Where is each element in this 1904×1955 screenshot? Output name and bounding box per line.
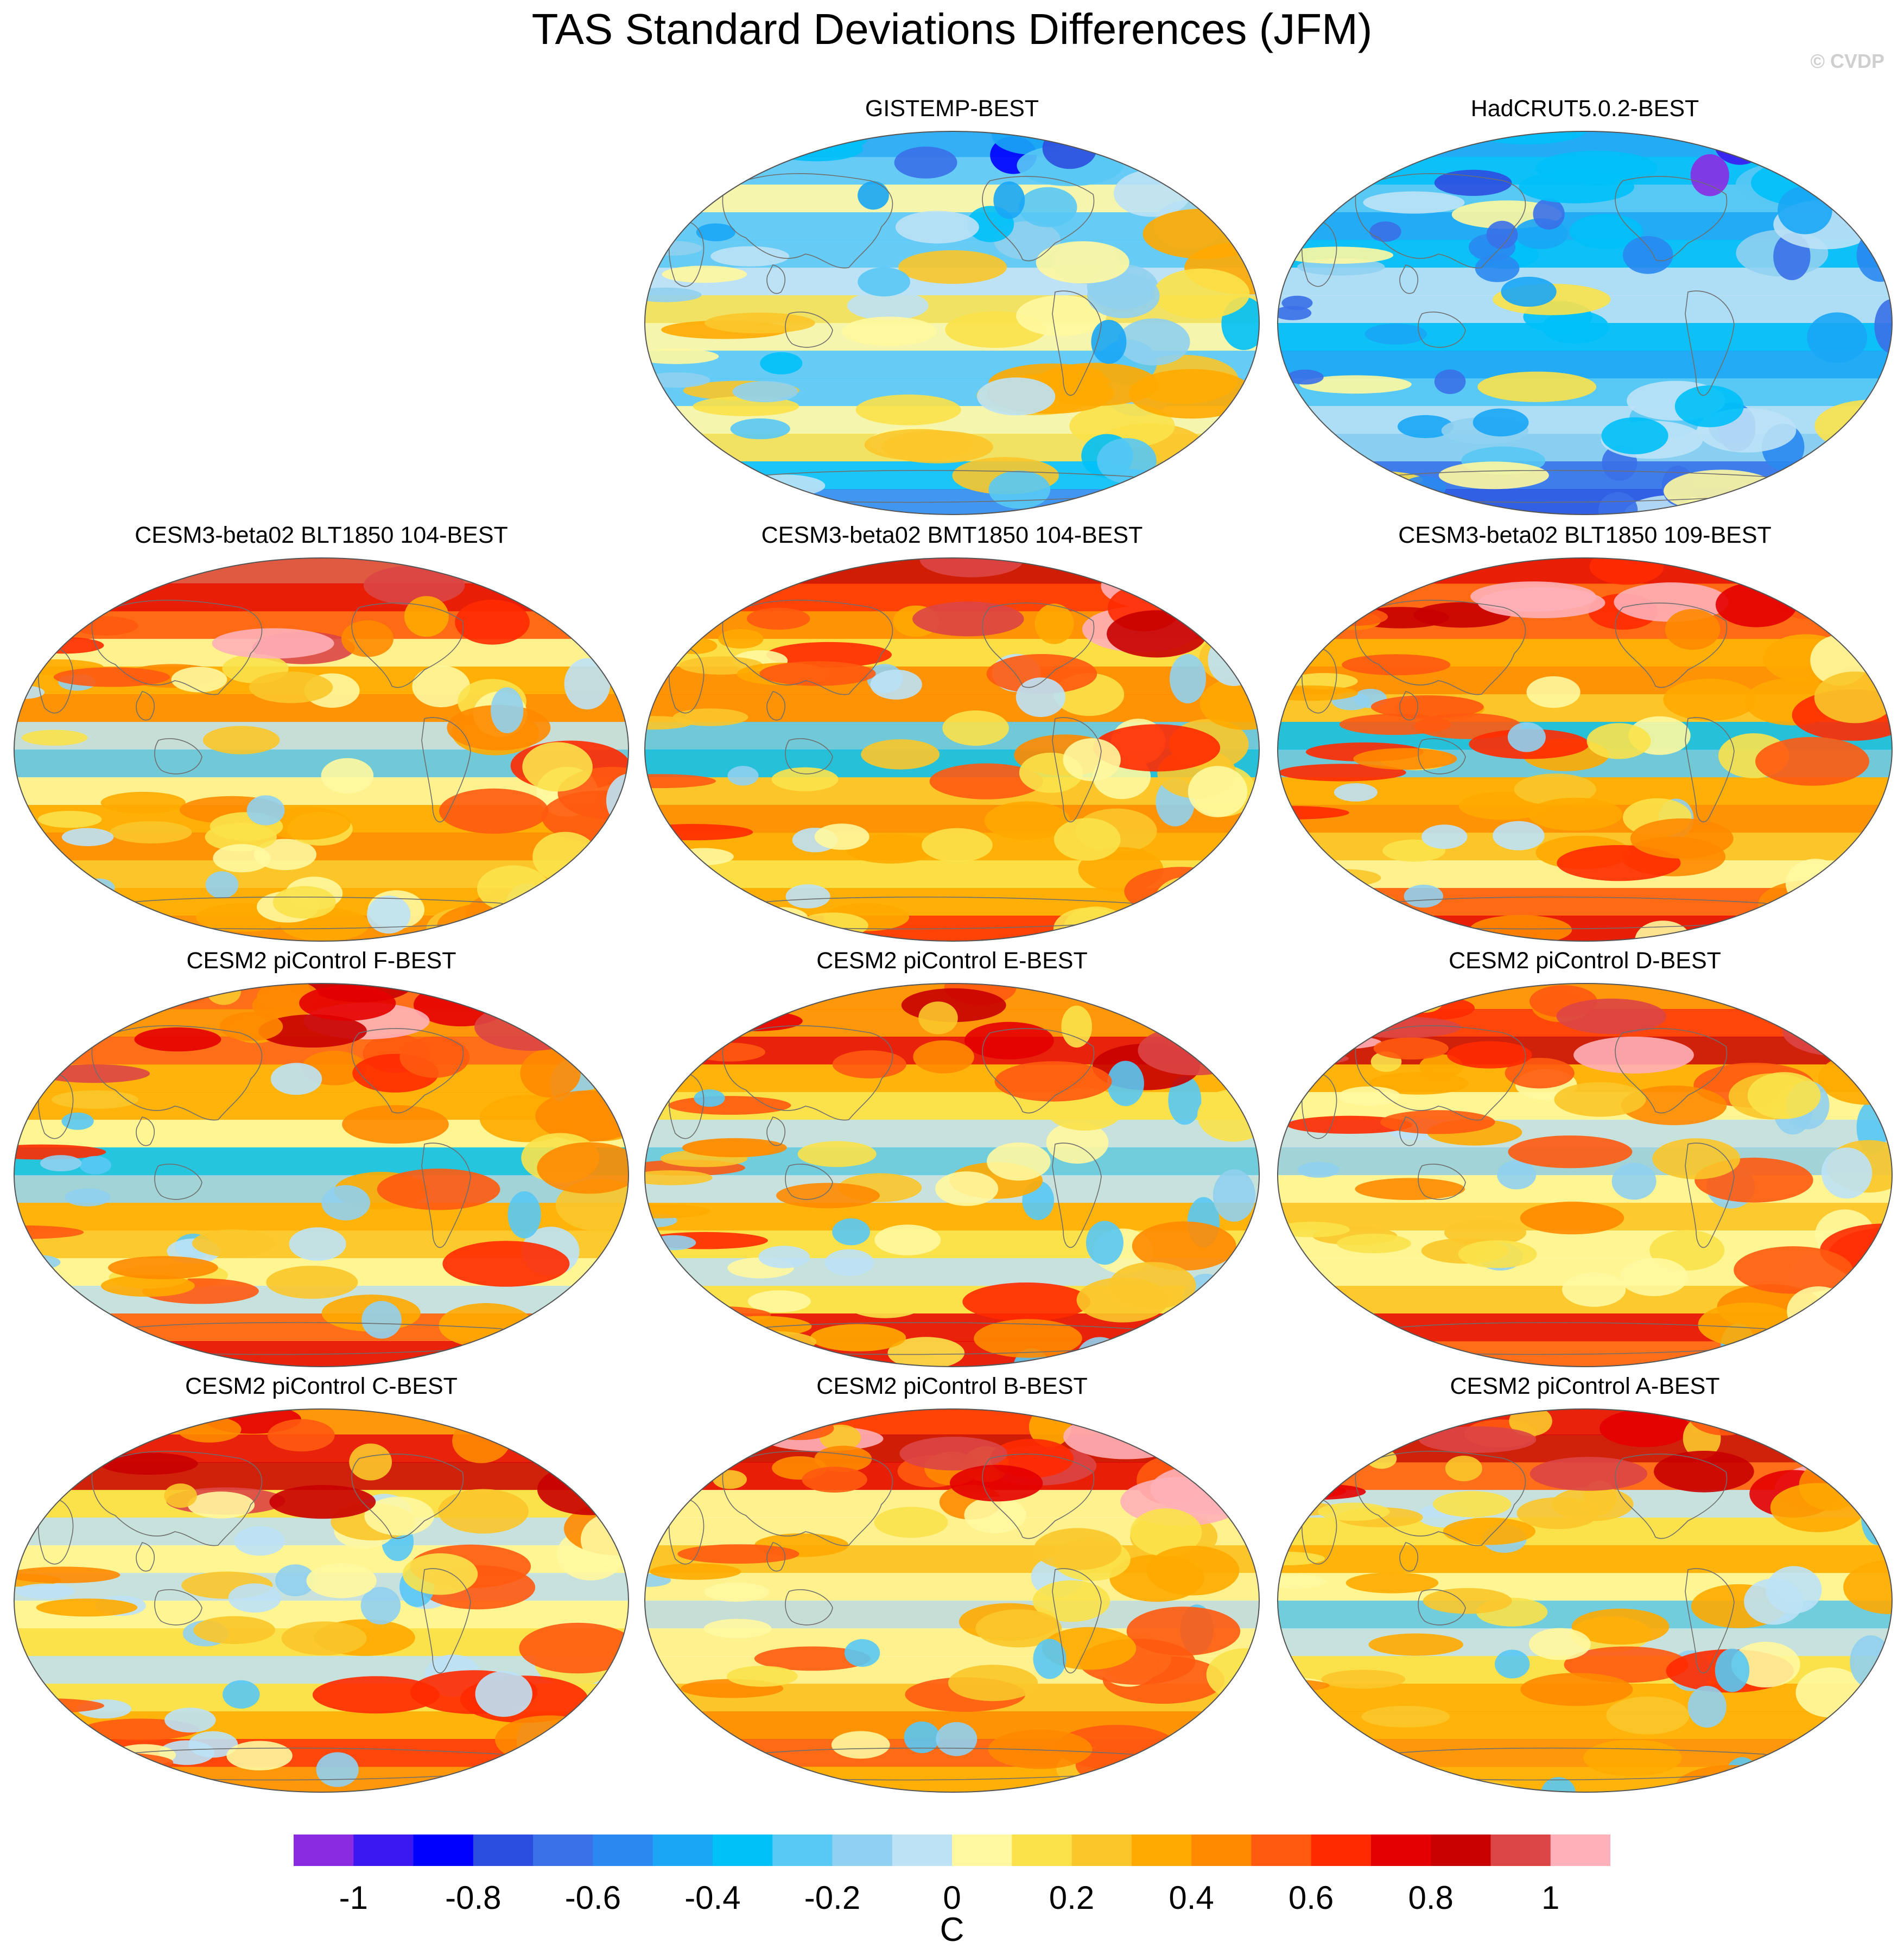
colorbar-swatch (1370, 1835, 1431, 1866)
copyright-label: © CVDP (1810, 50, 1884, 72)
globe-map (644, 131, 1260, 515)
colorbar-swatches (294, 1835, 1610, 1866)
colorbar-swatch (652, 1835, 713, 1866)
colorbar-units: C (940, 1911, 964, 1948)
colorbar-swatch (772, 1835, 833, 1866)
map-panel-bmt104: CESM3-beta02 BMT1850 104-BEST (643, 522, 1261, 945)
globe-map (14, 557, 629, 942)
figure-title: TAS Standard Deviations Differences (JFM… (531, 5, 1373, 53)
colorbar-tick-label: 0.2 (1049, 1880, 1095, 1916)
colorbar-tick-label: 0.4 (1169, 1880, 1214, 1916)
map-panel-hadcrut: HadCRUT5.0.2-BEST (1275, 96, 1894, 519)
globe-map (644, 557, 1260, 942)
globe-map (644, 1408, 1260, 1793)
map-panel-pif: CESM2 piControl F-BEST (12, 948, 631, 1371)
colorbar-swatch (593, 1835, 653, 1866)
panel-title: CESM2 piControl E-BEST (816, 948, 1088, 974)
colorbar-swatch (712, 1835, 773, 1866)
colorbar-swatch (1431, 1835, 1491, 1866)
colorbar-swatch (1550, 1835, 1610, 1866)
globe-map (1277, 1408, 1893, 1793)
colorbar-tick-label: -0.2 (804, 1880, 861, 1916)
map-panel-pia: CESM2 piControl A-BEST (1275, 1373, 1894, 1797)
colorbar (294, 1835, 1610, 1867)
globe-map (14, 1408, 629, 1793)
colorbar-swatch (1251, 1835, 1312, 1866)
panel-title: CESM3-beta02 BLT1850 104-BEST (135, 522, 508, 548)
panel-title: CESM2 piControl A-BEST (1450, 1373, 1720, 1399)
map-panel-pid: CESM2 piControl D-BEST (1275, 948, 1894, 1371)
colorbar-tick-label: 0 (943, 1880, 961, 1916)
panel-title: CESM2 piControl D-BEST (1449, 948, 1721, 974)
colorbar-swatch (1131, 1835, 1192, 1866)
panel-title: GISTEMP-BEST (865, 96, 1039, 122)
colorbar-tick-label: -0.8 (445, 1880, 502, 1916)
colorbar-tick-label: 0.8 (1408, 1880, 1454, 1916)
globe-map (1277, 131, 1893, 515)
globe-map (14, 983, 629, 1367)
colorbar-swatch (892, 1835, 953, 1866)
panel-title: CESM3-beta02 BLT1850 109-BEST (1398, 522, 1772, 548)
colorbar-tick-label: -0.4 (684, 1880, 741, 1916)
globe-map (1277, 983, 1893, 1367)
map-panel-blt109: CESM3-beta02 BLT1850 109-BEST (1275, 522, 1894, 945)
colorbar-swatch (1490, 1835, 1551, 1866)
colorbar-tick-label: 1 (1541, 1880, 1560, 1916)
colorbar-swatch (294, 1835, 354, 1866)
colorbar-swatch (413, 1835, 474, 1866)
colorbar-tick-label: -1 (339, 1880, 368, 1916)
colorbar-swatch (1191, 1835, 1252, 1866)
map-panel-pib: CESM2 piControl B-BEST (643, 1373, 1261, 1797)
map-panel-pie: CESM2 piControl E-BEST (643, 948, 1261, 1371)
panel-title: CESM2 piControl B-BEST (816, 1373, 1088, 1399)
colorbar-swatch (533, 1835, 593, 1866)
globe-map (644, 983, 1260, 1367)
panel-title: HadCRUT5.0.2-BEST (1470, 96, 1699, 122)
panel-title: CESM3-beta02 BMT1850 104-BEST (761, 522, 1143, 548)
colorbar-tick-label: -0.6 (564, 1880, 621, 1916)
globe-map (1277, 557, 1893, 942)
colorbar-swatch (473, 1835, 534, 1866)
colorbar-swatch (1012, 1835, 1072, 1866)
colorbar-tick-label: 0.6 (1288, 1880, 1334, 1916)
colorbar-swatch (1311, 1835, 1372, 1866)
colorbar-swatch (832, 1835, 893, 1866)
colorbar-swatch (1071, 1835, 1132, 1866)
panel-title: CESM2 piControl C-BEST (185, 1373, 458, 1399)
panel-title: CESM2 piControl F-BEST (186, 948, 456, 974)
map-panel-pic: CESM2 piControl C-BEST (12, 1373, 631, 1797)
map-panel-blt104: CESM3-beta02 BLT1850 104-BEST (12, 522, 631, 945)
colorbar-swatch (353, 1835, 414, 1866)
map-panel-gistemp: GISTEMP-BEST (643, 96, 1261, 519)
colorbar-swatch (952, 1835, 1012, 1866)
